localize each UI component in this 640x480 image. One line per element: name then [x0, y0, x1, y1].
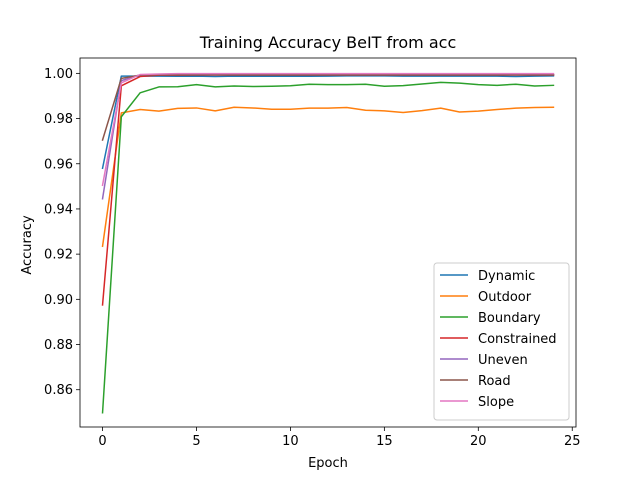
- series-line-outdoor: [101, 106, 555, 248]
- chart-title: Training Accuracy BeIT from acc: [199, 33, 456, 52]
- series-line-dynamic: [101, 75, 555, 170]
- axes: 0 5 10 15 20 25 0.86 0.88 0.90 0.92 0.94 0.96 0.98 1.…: [44, 67, 580, 449]
- legend: Dynamic Outdoor Boundary Constrained Uneven R…: [433, 262, 570, 421]
- y-tick-label: 0.88: [44, 338, 73, 353]
- y-tick-label: 0.86: [44, 383, 73, 398]
- series-lines: [101, 72, 555, 414]
- plot-frame: [79, 57, 577, 428]
- y-tick-label: 0.94: [44, 202, 73, 217]
- x-tick-label: 0: [98, 434, 106, 449]
- legend-label: Road: [478, 374, 511, 389]
- x-tick-label: 5: [192, 434, 200, 449]
- y-axis-label: Accuracy: [20, 215, 35, 275]
- y-tick-label: 1.00: [44, 67, 73, 82]
- legend-label: Dynamic: [478, 269, 535, 284]
- legend-label: Constrained: [478, 332, 557, 347]
- y-tick-label: 0.96: [44, 157, 73, 172]
- x-tick-label: 15: [376, 434, 393, 449]
- x-tick-label: 20: [470, 434, 487, 449]
- legend-label: Boundary: [478, 311, 541, 326]
- series-line-road: [101, 73, 555, 141]
- series-line-boundary: [101, 81, 555, 414]
- legend-label: Slope: [478, 395, 514, 410]
- y-tick-label: 0.90: [44, 293, 73, 308]
- x-axis-label: Epoch: [308, 456, 348, 471]
- x-tick-label: 10: [282, 434, 299, 449]
- y-tick-label: 0.92: [44, 248, 73, 263]
- y-tick-label: 0.98: [44, 112, 73, 127]
- legend-label: Uneven: [478, 353, 528, 368]
- x-tick-label: 25: [564, 434, 581, 449]
- legend-label: Outdoor: [478, 290, 532, 305]
- series-line-slope: [101, 72, 555, 187]
